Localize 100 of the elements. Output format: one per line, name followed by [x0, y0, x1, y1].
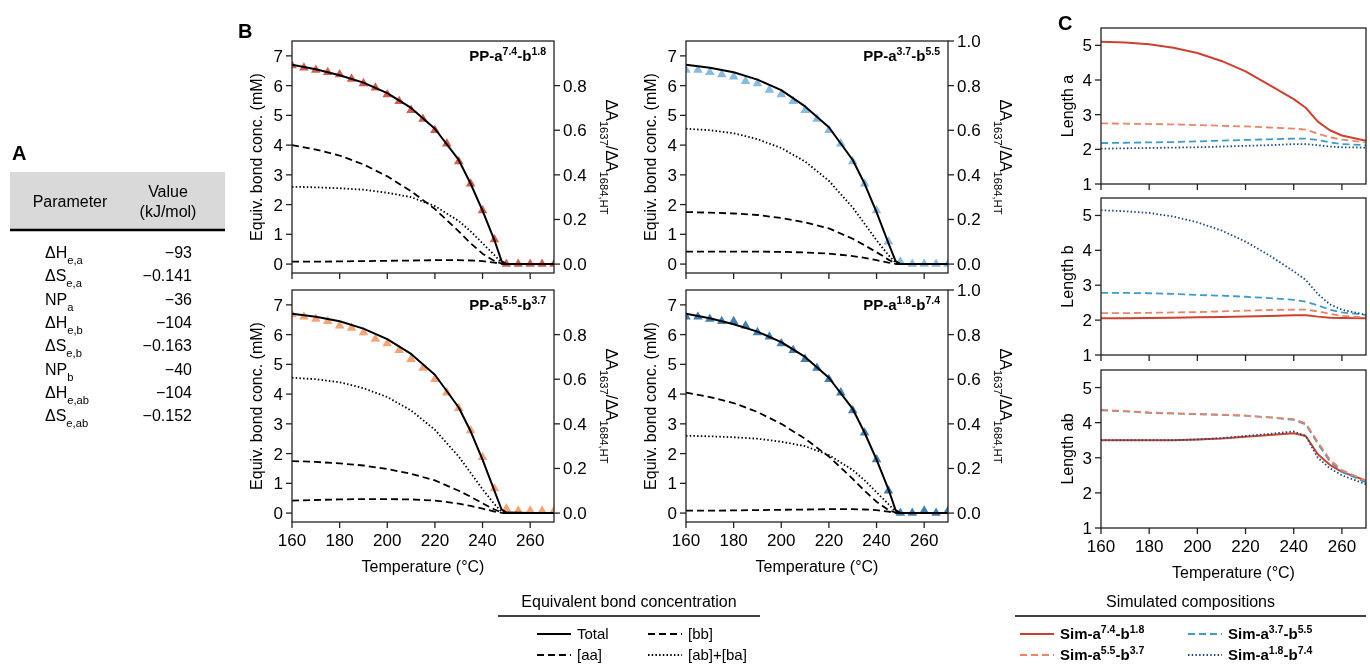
y-tick-label: 5 — [1082, 378, 1092, 398]
y-tick-label: 0 — [667, 504, 677, 524]
y2-tick-label: 0.2 — [563, 210, 587, 230]
y-tick-label: 3 — [273, 165, 283, 185]
category-label: NP$_{b}$ — [45, 360, 74, 383]
category-label: ΔS$_{e,b}$ — [45, 337, 82, 360]
text: A — [12, 142, 27, 164]
x-tick-label: 200 — [1183, 537, 1212, 556]
y-tick-label: 3 — [667, 165, 677, 185]
y2-tick-label: 0.6 — [563, 370, 587, 390]
x-tick-label: 200 — [767, 531, 796, 550]
data-label: −93 — [164, 244, 193, 261]
legend-label: Total — [577, 625, 609, 642]
legend-label: [ab]+[ba] — [688, 646, 747, 663]
y-tick-label: 5 — [667, 106, 677, 126]
y-axis-title: Equiv. bond conc. (mM) — [248, 322, 265, 490]
y-tick-label: 3 — [667, 414, 677, 434]
legend-label: Sim-a$^{3.7}$-b$^{5.5}$ — [1228, 623, 1313, 642]
y2-tick-label: 0.0 — [563, 504, 587, 524]
y-tick-label: 4 — [1082, 241, 1092, 261]
y-tick-label: 0 — [273, 255, 283, 275]
y-tick-label: 7 — [273, 46, 283, 66]
y-axis-title: Equiv. bond conc. (mM) — [248, 73, 265, 241]
y-tick-label: 2 — [273, 444, 283, 464]
x-tick-label: 180 — [1134, 537, 1164, 556]
x-axis-title: Temperature (°C) — [361, 558, 485, 575]
y-tick-label: 7 — [667, 46, 677, 66]
y-tick-label: 2 — [1082, 483, 1092, 503]
y-tick-label: 3 — [1082, 105, 1092, 125]
category-label: ΔH$_{e,a}$ — [45, 244, 84, 266]
y2-tick-label: 0.8 — [957, 325, 981, 345]
y-tick-label: 2 — [667, 444, 677, 464]
y-axis-title: Equiv. bond conc. (mM) — [642, 322, 659, 490]
x-axis-title: Temperature (°C) — [755, 558, 879, 575]
data-label: −0.163 — [142, 337, 193, 355]
y2-tick-label: 0.2 — [957, 210, 981, 230]
y2-tick-label: 0.4 — [957, 414, 981, 434]
category-label: ΔS$_{e,ab}$ — [45, 407, 89, 430]
y-tick-label: 3 — [1082, 276, 1092, 296]
text: Parameter — [32, 192, 109, 210]
legend-title: Equivalent bond concentration — [521, 593, 737, 610]
y-tick-label: 1 — [273, 225, 283, 245]
x-tick-label: 220 — [814, 531, 844, 550]
y-tick-label: 5 — [273, 106, 283, 126]
y-axis-title: Length a — [1059, 74, 1076, 138]
y-tick-label: 4 — [1082, 71, 1092, 90]
y2-tick-label: 0.2 — [563, 459, 587, 479]
y-tick-label: 6 — [667, 76, 677, 96]
y-tick-label: 1 — [273, 474, 283, 494]
y-tick-label: 2 — [273, 195, 283, 215]
y2-tick-label: 0.8 — [563, 325, 587, 345]
legend-label: Sim-a$^{5.5}$-b$^{3.7}$ — [1060, 644, 1145, 663]
y-tick-label: 0 — [273, 504, 283, 524]
y-tick-label: 2 — [667, 195, 677, 215]
x-tick-label: 200 — [373, 531, 402, 550]
y-tick-label: 6 — [273, 76, 283, 96]
legend-label: Sim-a$^{1.8}$-b$^{7.4}$ — [1228, 644, 1313, 663]
chart-title: PP-a$^{1.8}$-b$^{7.4}$ — [863, 294, 941, 313]
y-tick-label: 2 — [1082, 311, 1092, 331]
y2-tick-label: 0.0 — [957, 504, 981, 524]
y2-tick-label: 0.4 — [957, 165, 981, 185]
y-axis-title: Equiv. bond conc. (mM) — [642, 73, 659, 241]
y2-tick-label: 0.6 — [957, 370, 981, 390]
y-tick-label: 5 — [273, 355, 283, 375]
x-axis-title: Temperature (°C) — [1172, 564, 1295, 581]
text: B — [238, 20, 253, 42]
y2-tick-label: 0.6 — [957, 121, 981, 141]
x-tick-label: 220 — [420, 531, 450, 550]
y2-tick-label: 0.0 — [957, 255, 981, 275]
y2-tick-label: 0.6 — [563, 121, 587, 141]
chart-title: PP-a$^{5.5}$-b$^{3.7}$ — [469, 294, 547, 313]
legend-title: Simulated compositions — [1106, 593, 1275, 610]
y2-tick-label: 0.4 — [563, 165, 587, 185]
category-label: ΔH$_{e,b}$ — [45, 313, 83, 336]
data-label: −0.152 — [142, 407, 193, 425]
x-tick-label: 260 — [1327, 537, 1357, 556]
data-label: −104 — [155, 383, 193, 401]
x-tick-label: 260 — [515, 531, 545, 550]
text: Value (kJ/mol) — [139, 182, 197, 220]
data-label: −0.141 — [142, 267, 193, 285]
y-tick-label: 3 — [273, 414, 283, 434]
x-tick-label: 220 — [1231, 537, 1260, 556]
data-label: −104 — [155, 313, 193, 331]
legend-label: [aa] — [577, 646, 603, 663]
chart-title: PP-a$^{7.4}$-b$^{1.8}$ — [469, 45, 547, 64]
y-tick-label: 1 — [1082, 519, 1092, 538]
y-tick-label: 0 — [667, 255, 677, 275]
x-tick-label: 160 — [277, 531, 307, 550]
legend-label: Sim-a$^{7.4}$-b$^{1.8}$ — [1060, 623, 1145, 642]
x-tick-label: 180 — [325, 531, 354, 550]
y-tick-label: 2 — [1082, 140, 1092, 160]
y-tick-label: 1 — [667, 474, 677, 494]
y-tick-label: 4 — [667, 136, 677, 156]
y2-tick-label: 1.0 — [957, 281, 981, 300]
text: C — [1058, 12, 1073, 34]
x-tick-label: 240 — [1279, 537, 1308, 556]
x-tick-label: 240 — [468, 531, 497, 550]
y-tick-label: 3 — [1082, 448, 1092, 468]
y2-tick-label: 0.2 — [957, 459, 981, 479]
y-tick-label: 6 — [667, 325, 677, 345]
